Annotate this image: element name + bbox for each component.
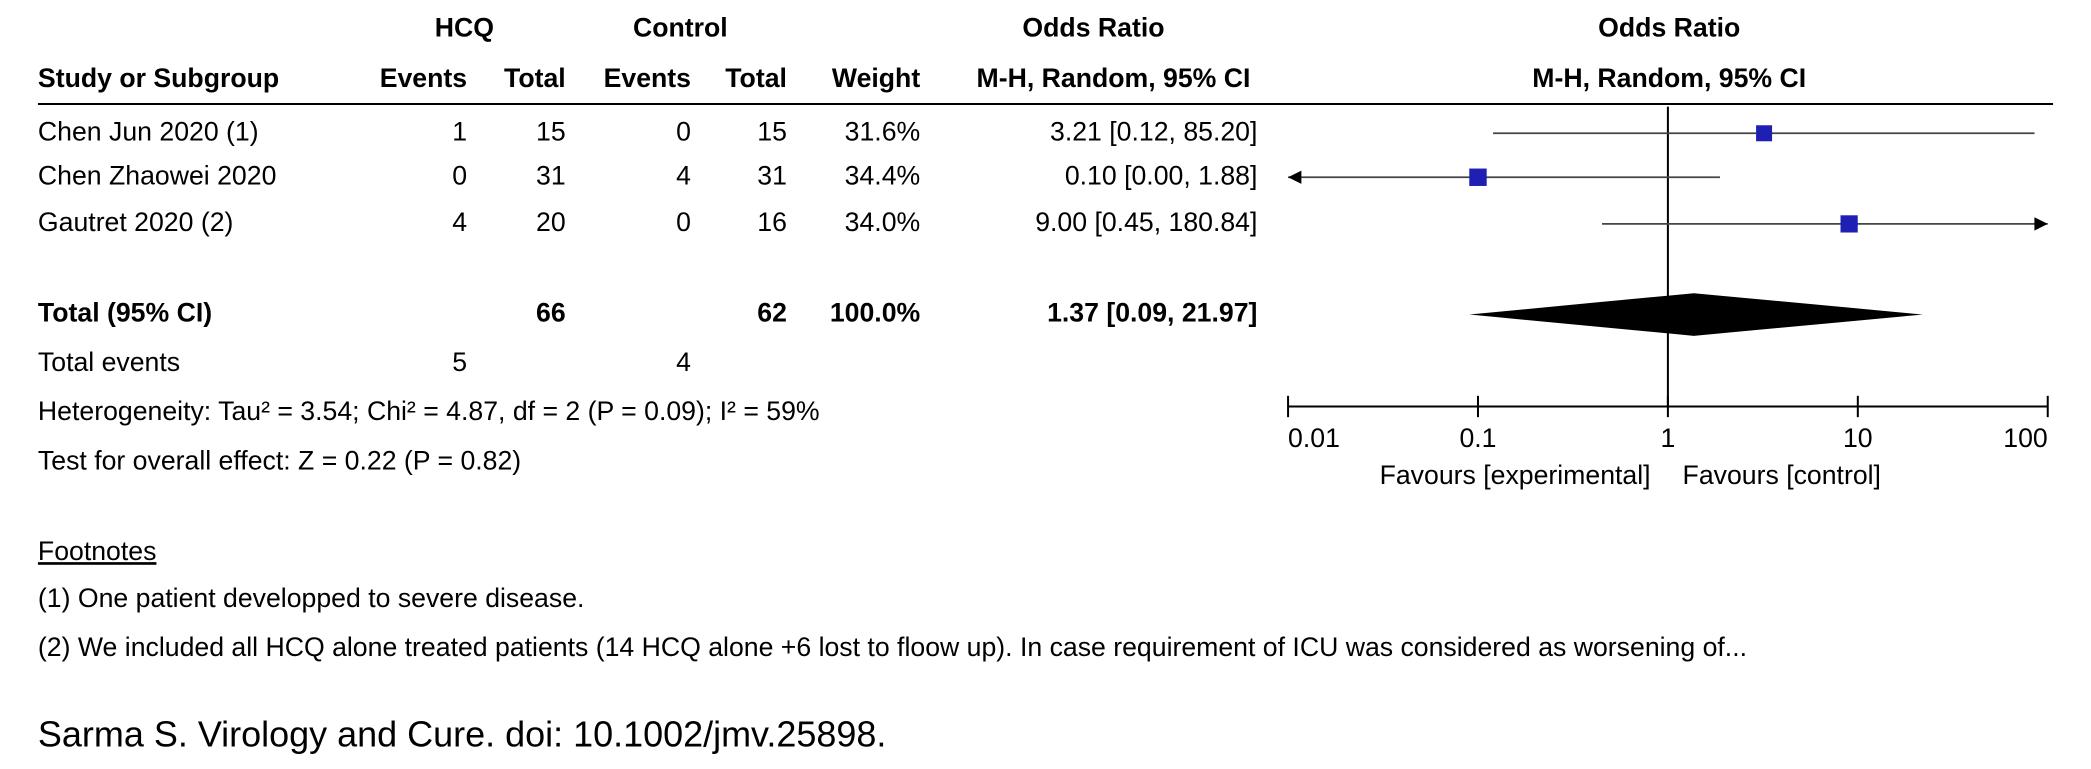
total-diamond xyxy=(1469,293,1923,336)
total-cell: 66 xyxy=(536,298,566,328)
total-cell: 62 xyxy=(757,298,787,328)
effect-label: 3.21 [0.12, 85.20] xyxy=(1050,116,1257,146)
group-header: Control xyxy=(633,12,728,42)
column-header: Total xyxy=(504,63,566,93)
events-cell: 4 xyxy=(676,347,691,377)
group-header: Odds Ratio xyxy=(1598,12,1740,42)
x-tick-label: 1 xyxy=(1660,423,1675,453)
table-cell: 0 xyxy=(676,207,691,237)
effect-square xyxy=(1469,168,1487,186)
group-header: Odds Ratio xyxy=(1022,12,1164,42)
table-cell: 20 xyxy=(536,207,566,237)
events-cell: 5 xyxy=(452,347,467,377)
column-header: M-H, Random, 95% CI xyxy=(1532,63,1806,93)
ci-arrow xyxy=(1288,170,1302,184)
column-header: Total xyxy=(725,63,787,93)
table-cell: 15 xyxy=(536,116,566,146)
table-cell: 31.6% xyxy=(845,116,921,146)
effect-label: 0.10 [0.00, 1.88] xyxy=(1065,160,1258,190)
table-cell: 16 xyxy=(757,207,787,237)
overall-effect: Test for overall effect: Z = 0.22 (P = 0… xyxy=(38,446,521,476)
table-cell: 34.0% xyxy=(845,207,921,237)
footnote: (2) We included all HCQ alone treated pa… xyxy=(38,632,1747,662)
table-cell: 4 xyxy=(452,207,467,237)
total-label: Total (95% CI) xyxy=(38,298,212,328)
x-tick-label: 0.1 xyxy=(1459,423,1496,453)
ci-arrow xyxy=(2034,217,2048,231)
table-cell: 0 xyxy=(452,160,467,190)
total-cell: 100.0% xyxy=(830,298,920,328)
x-tick-label: 0.01 xyxy=(1288,423,1340,453)
study-name: Chen Jun 2020 (1) xyxy=(38,116,259,146)
effect-square xyxy=(1756,125,1773,142)
heterogeneity: Heterogeneity: Tau² = 3.54; Chi² = 4.87,… xyxy=(38,396,820,426)
study-name: Gautret 2020 (2) xyxy=(38,207,233,237)
table-cell: 15 xyxy=(757,116,787,146)
table-cell: 31 xyxy=(536,160,566,190)
study-name: Chen Zhaowei 2020 xyxy=(38,160,276,190)
table-cell: 4 xyxy=(676,160,691,190)
footnote: (1) One patient developped to severe dis… xyxy=(38,583,584,613)
table-cell: 34.4% xyxy=(845,160,921,190)
x-tick-label: 10 xyxy=(1843,423,1873,453)
column-header: Weight xyxy=(832,63,920,93)
total-effect-label: 1.37 [0.09, 21.97] xyxy=(1047,298,1257,328)
column-header: M-H, Random, 95% CI xyxy=(977,63,1251,93)
favours-label: Favours [control] xyxy=(1683,460,1881,490)
column-header: Study or Subgroup xyxy=(38,63,279,93)
column-header: Events xyxy=(604,63,691,93)
x-tick-label: 100 xyxy=(2003,423,2047,453)
table-cell: 31 xyxy=(757,160,787,190)
footnotes-title: Footnotes xyxy=(38,536,156,566)
effect-square xyxy=(1840,215,1858,233)
citation: Sarma S. Virology and Cure. doi: 10.1002… xyxy=(38,714,886,755)
column-header: Events xyxy=(380,63,467,93)
table-cell: 0 xyxy=(676,116,691,146)
effect-label: 9.00 [0.45, 180.84] xyxy=(1035,207,1257,237)
events-label: Total events xyxy=(38,347,180,377)
table-cell: 1 xyxy=(452,116,467,146)
group-header: HCQ xyxy=(435,12,494,42)
favours-label: Favours [experimental] xyxy=(1380,460,1651,490)
